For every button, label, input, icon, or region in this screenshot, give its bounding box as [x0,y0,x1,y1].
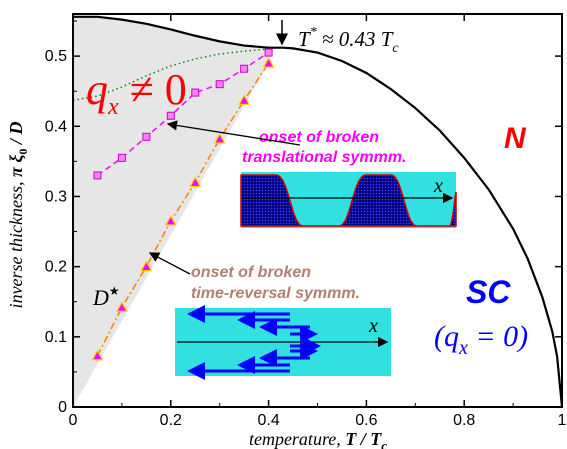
x-tick-label: 0.6 [355,412,377,429]
sc-qx-label: (qx = 0) [434,320,528,359]
x-axis-label: temperature, T / Tc [249,429,387,449]
x-tick-label: 0.4 [257,412,279,429]
dotted-curve [73,48,269,102]
square-marker [240,64,249,73]
y-tick-label: 0.3 [45,188,67,205]
x-tick-label: 0 [69,412,78,429]
sc-phase-label: SC [466,274,511,310]
triangle-marker [262,56,275,68]
y-tick-label: 0.2 [45,259,67,276]
time-reversal-label-line1: onset of broken [191,264,311,281]
dstar-label: D★ [92,284,120,310]
triangle-marker [164,214,177,226]
inset-profile-wave [240,174,457,227]
translational-pointer [166,120,301,146]
inset-currents-x-label: x [368,315,378,337]
y-tick-label: 0.5 [45,48,67,65]
triangle-marker [115,301,128,312]
square-marker [142,132,151,141]
qx-nonzero-label: qx ≠ 0 [86,65,187,120]
tstar-label: T* ≈ 0.43 Tc [298,25,399,56]
y-tick-label: 0.1 [45,329,67,346]
triangle-marker [238,94,251,105]
y-tick-label: 0.4 [45,118,67,135]
y-tick-label: 0 [58,399,67,416]
time-reversal-pointer [148,252,191,275]
phase-boundary-line [73,15,562,407]
square-marker [264,48,273,57]
triangle-marker [140,260,153,272]
square-marker [191,88,200,97]
triangle-marker [213,132,226,144]
triangle-marker [189,176,202,188]
square-marker [117,153,126,162]
translational-line [97,51,270,177]
square-marker [215,80,224,89]
square-marker [93,171,102,180]
x-tick-label: 0.2 [160,412,182,429]
normal-phase-label: N [504,122,527,155]
time-reversal-label-line2: time-reversal symmm. [191,285,360,302]
x-tick-label: 0.8 [453,412,475,429]
x-tick-label: 1 [558,412,567,429]
time-reversal-line [96,62,270,357]
translational-label-line1: onset of broken [259,129,379,146]
triangle-marker [91,349,104,361]
inset-profile-x-label: x [433,175,443,197]
y-axis-label: inverse thickness, π ξ0 / D [6,122,30,309]
square-marker [166,111,175,120]
translational-label-line2: translational symmm. [242,149,407,166]
